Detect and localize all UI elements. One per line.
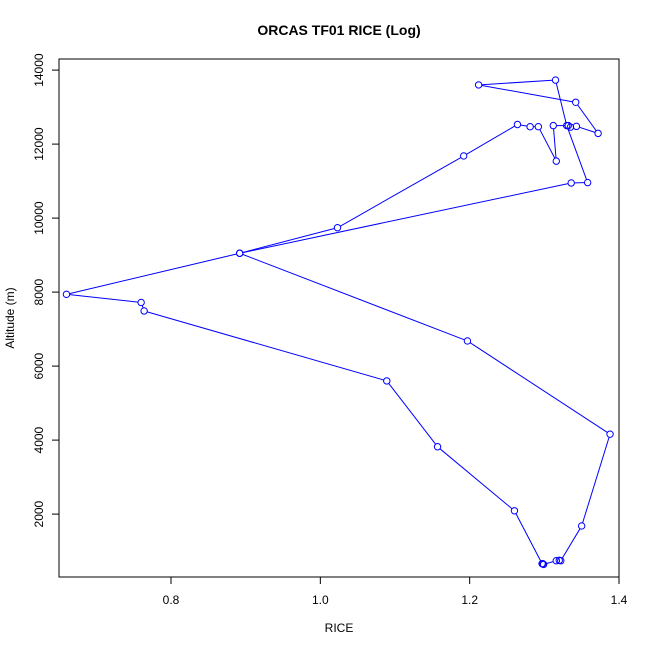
series-segment — [466, 125, 515, 155]
series-segment — [582, 437, 610, 524]
data-point — [577, 522, 586, 530]
series-segment — [481, 79, 553, 86]
data-point — [557, 557, 565, 565]
data-point — [606, 430, 614, 438]
data-point — [572, 122, 581, 131]
x-tick-label: 1.2 — [461, 593, 478, 607]
data-point — [510, 507, 519, 515]
plot-frame — [58, 58, 620, 578]
series-segment — [69, 294, 139, 303]
data-point — [571, 98, 580, 106]
series-layer — [62, 76, 614, 569]
data-point — [62, 290, 71, 299]
data-point — [567, 179, 575, 187]
series-segment — [577, 104, 597, 132]
data-point — [235, 249, 244, 257]
y-axis: 2000 4000 6000 8000 10000 12000 14000 — [32, 53, 60, 527]
data-point — [333, 224, 342, 232]
series-segment — [469, 342, 608, 433]
x-tick-label: 1.4 — [611, 593, 628, 607]
data-point — [538, 559, 546, 568]
data-point — [137, 298, 145, 307]
series-segment — [553, 128, 557, 158]
series-segment — [546, 561, 554, 565]
x-tick-label: 1.0 — [312, 593, 329, 607]
y-axis-label: Altitude (m) — [3, 287, 17, 348]
series-segment — [69, 253, 237, 295]
series-segment — [481, 84, 573, 103]
series-segment — [242, 183, 569, 254]
data-point — [552, 557, 560, 565]
y-tick-label: 8000 — [32, 278, 46, 305]
series-segment — [340, 157, 462, 227]
series-segment — [579, 126, 596, 133]
data-point — [583, 178, 592, 187]
data-point — [513, 120, 522, 129]
series-segment — [242, 228, 335, 253]
data-point — [463, 337, 472, 345]
y-tick-label: 2000 — [32, 500, 46, 527]
data-point — [551, 76, 560, 84]
y-tick-label: 6000 — [32, 352, 46, 379]
x-axis: 0.8 1.0 1.2 1.4 — [163, 576, 628, 607]
data-point — [526, 123, 534, 131]
y-tick-label: 10000 — [32, 201, 46, 235]
series-segment — [439, 448, 513, 510]
x-tick-label: 0.8 — [163, 593, 180, 607]
data-point — [564, 121, 572, 130]
data-point — [563, 121, 571, 130]
series-segment — [515, 513, 542, 562]
data-point — [594, 129, 602, 138]
y-tick-label: 12000 — [32, 127, 46, 161]
series-segment — [561, 528, 581, 559]
chart-title: ORCAS TF01 RICE (Log) — [257, 22, 420, 38]
y-tick-label: 4000 — [32, 426, 46, 453]
data-point — [459, 152, 468, 160]
y-tick-label: 14000 — [32, 53, 46, 87]
data-point — [566, 123, 575, 131]
series-segment — [147, 311, 384, 381]
series-segment — [520, 124, 528, 127]
data-point — [552, 157, 560, 165]
series-segment — [242, 253, 465, 341]
x-axis-label: RICE — [325, 621, 354, 635]
data-point — [433, 443, 442, 451]
data-point — [534, 123, 543, 131]
data-point — [549, 121, 557, 130]
data-point — [140, 307, 148, 315]
data-point — [383, 377, 391, 385]
series-segment — [388, 383, 437, 445]
series-segment — [555, 83, 567, 123]
data-point — [474, 81, 483, 89]
series-segment — [539, 129, 556, 159]
series-segment — [567, 128, 588, 180]
